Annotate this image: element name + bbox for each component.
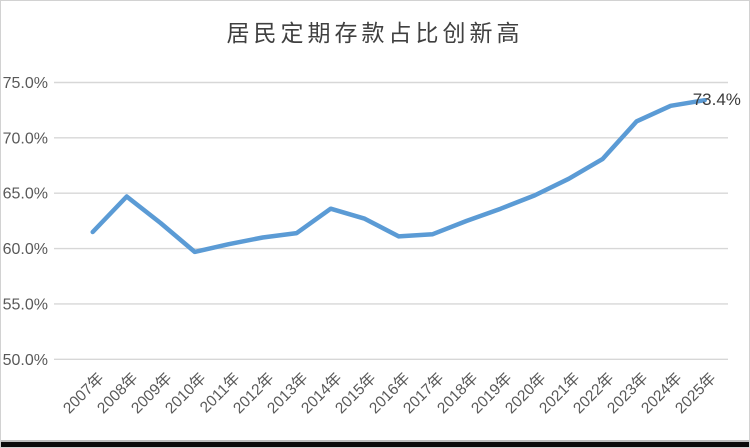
y-tick-label: 65.0% xyxy=(3,186,48,203)
y-tick-label: 55.0% xyxy=(3,296,48,313)
series-line xyxy=(90,97,707,255)
end-data-label: 73.4% xyxy=(693,90,741,109)
window-bottom-edge xyxy=(1,440,749,447)
y-tick-label: 70.0% xyxy=(3,130,48,147)
y-tick-label: 75.0% xyxy=(3,75,48,92)
y-tick-label: 60.0% xyxy=(3,241,48,258)
chart-title: 居民定期存款占比创新高 xyxy=(226,20,524,46)
y-tick-label: 50.0% xyxy=(3,352,48,369)
